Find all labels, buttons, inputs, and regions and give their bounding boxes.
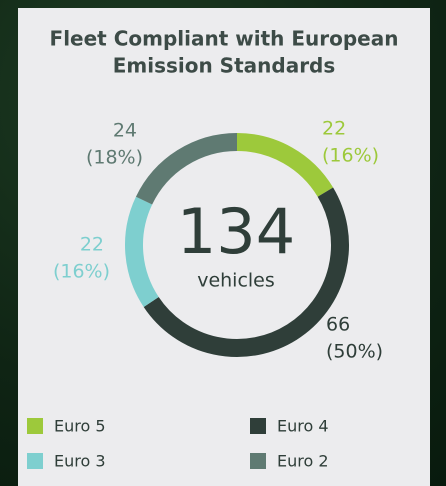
data-label-share: (16%) [53,261,110,283]
donut-segment [125,196,159,307]
legend-swatch [250,418,266,434]
legend-label: Euro 5 [54,417,106,436]
legend-swatch [250,453,266,469]
data-label-share: (16%) [322,145,379,167]
data-label-share: (18%) [86,147,143,169]
legend-swatch [27,418,43,434]
legend-label: Euro 2 [277,452,329,471]
chart-title: Emission Standards [113,54,336,78]
donut-segment [143,187,349,358]
legend-swatch [27,453,43,469]
chart-title: Fleet Compliant with European [50,27,399,51]
data-label: 22 [80,234,104,256]
donut-segment [236,133,334,197]
data-label: 66 [326,314,350,336]
center-label: vehicles [197,270,275,292]
center-value: 134 [177,195,295,268]
donut-segment [135,133,238,205]
legend-label: Euro 3 [54,452,106,471]
data-label: 22 [322,118,346,140]
legend-label: Euro 4 [277,417,329,436]
data-label: 24 [113,120,137,142]
data-label-share: (50%) [326,341,383,363]
card [18,8,430,486]
